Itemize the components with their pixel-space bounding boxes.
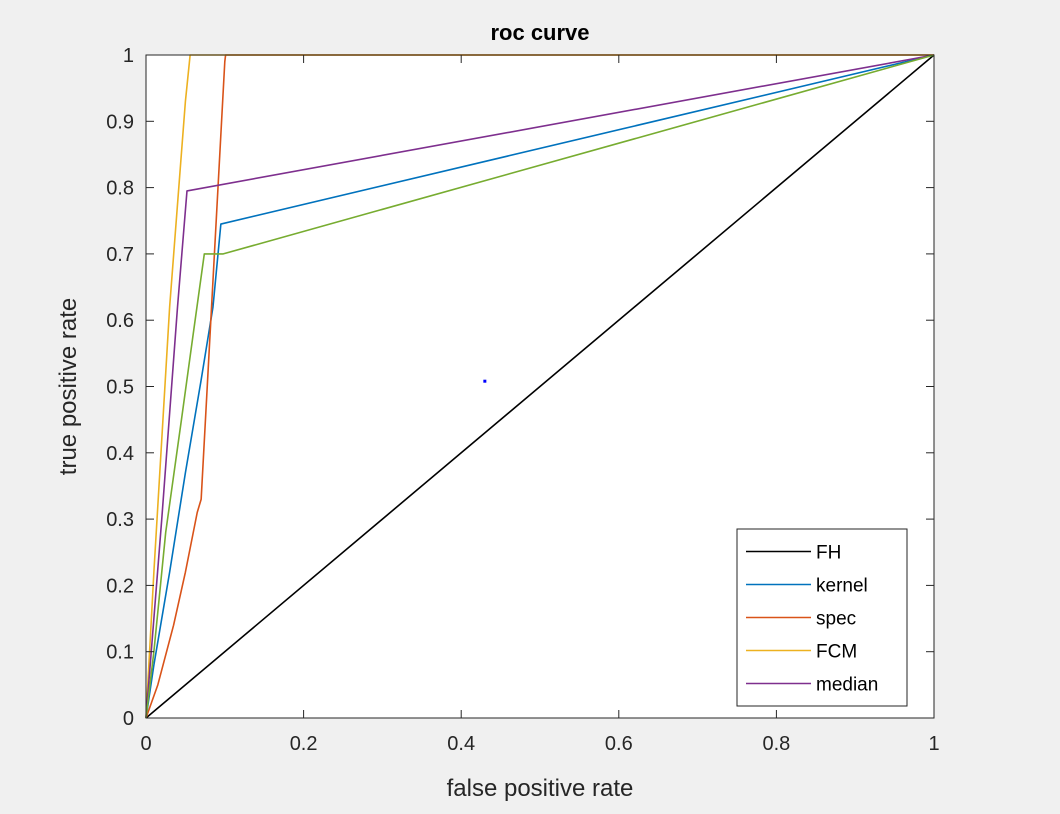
- tick-layer: 0 0.2 0.4 0.6 0.8 1 0 0.1 0.2 0.3 0.4 0.5 0.6 0.7 0.8 0…: [106, 45, 939, 755]
- legend-label-kernel: kernel: [816, 576, 868, 597]
- x-tick-label: 0.6: [605, 733, 633, 755]
- legend-label-fh: FH: [816, 543, 841, 564]
- series-line-median: [145, 54, 935, 719]
- chart-title: roc curve: [490, 20, 589, 45]
- x-tick-label: 0.4: [447, 733, 475, 755]
- y-tick-label: 0.2: [106, 575, 134, 597]
- y-tick-label: 0.1: [106, 642, 134, 664]
- legend-label-fcm: FCM: [816, 642, 857, 663]
- y-tick-label: 0.5: [106, 377, 134, 399]
- series-line-unlabeled-5: [145, 54, 935, 719]
- legend: FH kernel spec FCM median: [736, 528, 908, 707]
- x-tick-label: 0: [140, 733, 151, 755]
- y-tick-label: 1: [123, 45, 134, 67]
- y-tick-label: 0.8: [106, 178, 134, 200]
- y-tick-label: 0.3: [106, 509, 134, 531]
- annotation-point: [483, 379, 487, 383]
- y-tick-label: 0.7: [106, 244, 134, 266]
- x-axis-label: false positive rate: [447, 775, 634, 802]
- x-tick-label: 0.8: [762, 733, 790, 755]
- series-line-fh: [145, 54, 935, 719]
- series-line-spec: [145, 54, 934, 719]
- y-tick-label: 0.4: [106, 443, 134, 465]
- series-layer: [145, 54, 935, 719]
- x-tick-label: 0.2: [290, 733, 318, 755]
- y-tick-label: 0.9: [106, 111, 134, 133]
- y-axis-label: true positive rate: [55, 298, 82, 475]
- legend-label-spec: spec: [816, 609, 856, 630]
- series-line-kernel: [145, 54, 935, 719]
- y-tick-label: 0: [123, 708, 134, 730]
- x-tick-label: 1: [928, 733, 939, 755]
- legend-label-median: median: [816, 675, 878, 696]
- y-tick-label: 0.6: [106, 310, 134, 332]
